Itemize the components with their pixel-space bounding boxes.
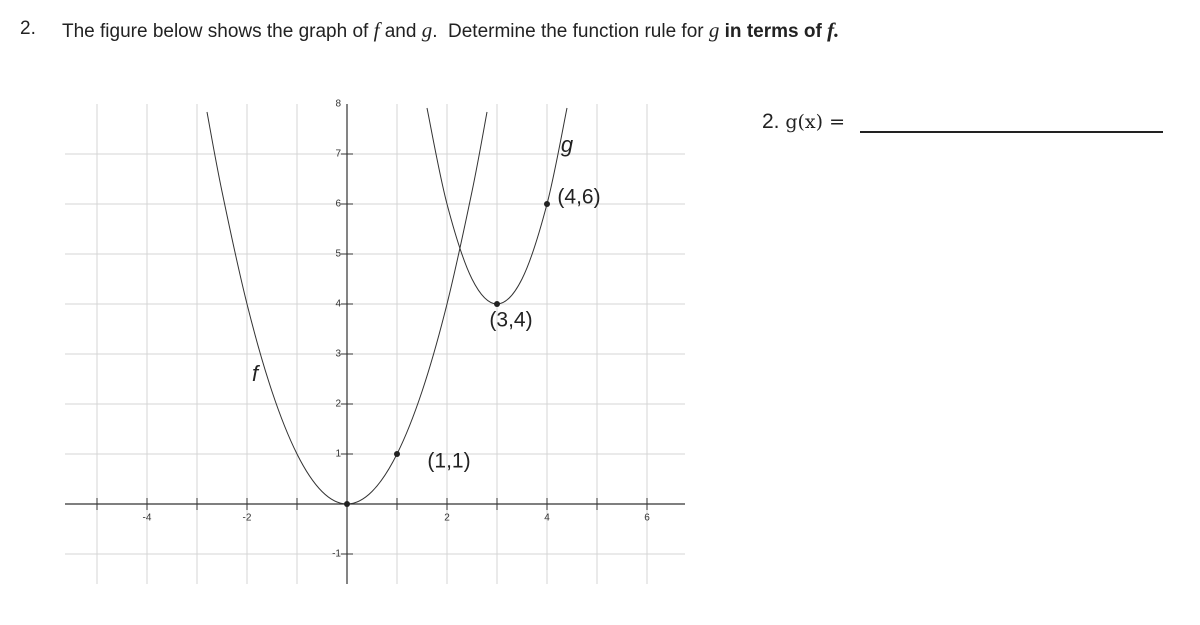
point-label: (4,6) [557, 186, 600, 209]
curve-label: g [561, 132, 574, 157]
y-tick-label: 1 [335, 449, 341, 460]
point [544, 201, 550, 207]
y-tick-label: 8 [335, 99, 341, 110]
question-segment: f. [827, 18, 840, 42]
y-tick-label: 7 [335, 149, 341, 160]
answer-number: 2. [762, 110, 780, 133]
x-tick-label: 2 [444, 513, 450, 524]
question-segment: and [379, 21, 422, 42]
question-segment: g [708, 18, 720, 42]
y-tick-label: 6 [335, 199, 341, 210]
x-tick-label: -2 [243, 513, 252, 524]
question-number: 2. [20, 18, 36, 39]
point [394, 451, 400, 457]
question-segment: g [421, 18, 433, 42]
answer-expression: g(x) = [785, 111, 846, 133]
y-tick-label: 3 [335, 349, 341, 360]
y-tick-label: 4 [335, 299, 341, 310]
point [344, 501, 350, 507]
question-segment: . Determine the function rule for [432, 21, 709, 42]
x-tick-label: 6 [644, 513, 650, 524]
point [494, 301, 500, 307]
question-segment: in terms of [719, 21, 828, 42]
point-label: (3,4) [489, 309, 532, 332]
curve-label: f [252, 361, 261, 386]
y-tick-label: 2 [335, 399, 341, 410]
question-segment: f [373, 18, 380, 42]
x-tick-label: 4 [544, 513, 550, 524]
answer-line [860, 131, 1163, 133]
answer-prompt: 2. g(x) = [762, 110, 845, 134]
x-tick-label: -4 [143, 513, 152, 524]
question-text: The figure below shows the graph of f an… [62, 18, 839, 43]
question-segment: The figure below shows the graph of [62, 21, 374, 42]
y-tick-label: 5 [335, 249, 341, 260]
point-label: (1,1) [427, 450, 470, 473]
y-tick-label: -1 [332, 549, 341, 560]
